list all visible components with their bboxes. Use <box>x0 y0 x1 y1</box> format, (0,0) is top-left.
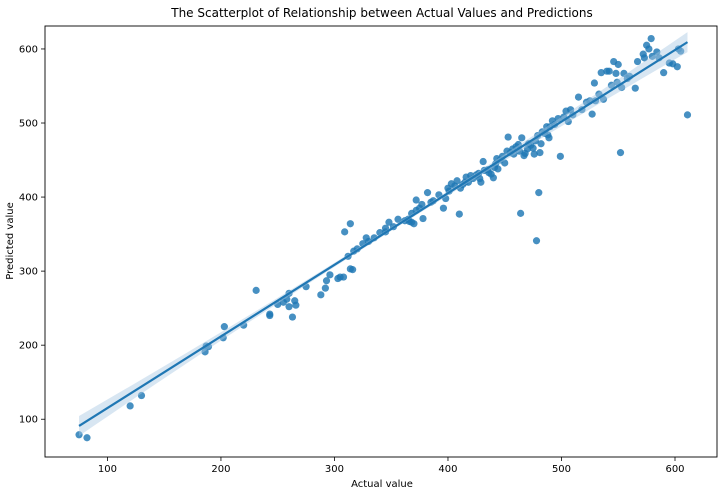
data-point <box>532 237 541 245</box>
data-point <box>620 69 628 77</box>
data-point <box>653 48 661 56</box>
y-axis-title: Predicted value <box>5 202 16 279</box>
data-point <box>535 189 543 197</box>
data-point <box>613 78 621 86</box>
data-point <box>321 284 329 292</box>
plot-area <box>75 32 692 442</box>
data-point <box>536 149 544 157</box>
data-point <box>518 134 526 142</box>
data-point <box>647 34 655 43</box>
data-point <box>412 196 420 204</box>
data-point <box>590 79 599 87</box>
x-tick-label: 200 <box>211 464 230 475</box>
plot-frame <box>44 25 718 458</box>
data-point <box>530 150 538 158</box>
data-point <box>514 140 522 149</box>
data-point <box>349 266 357 274</box>
data-point <box>137 391 146 400</box>
data-point <box>648 52 656 60</box>
y-tick-label: 100 <box>19 415 38 426</box>
data-point <box>410 220 418 228</box>
data-point <box>285 303 293 311</box>
data-point <box>477 178 485 186</box>
data-point <box>83 434 91 442</box>
data-point <box>545 134 553 142</box>
data-point <box>494 165 502 173</box>
data-point <box>660 69 668 77</box>
data-point <box>633 57 642 66</box>
data-point <box>201 348 209 356</box>
data-point <box>537 140 545 148</box>
data-point <box>126 402 134 410</box>
data-point <box>394 215 402 223</box>
data-point <box>574 93 583 101</box>
data-point <box>556 152 564 160</box>
x-axis-title: Actual value <box>351 479 413 490</box>
data-point <box>612 69 620 77</box>
data-point <box>631 84 639 92</box>
chart-title: The Scatterplot of Relationship between … <box>170 6 593 20</box>
data-point <box>385 218 393 226</box>
data-point <box>517 209 525 217</box>
data-point <box>317 291 325 299</box>
y-tick-label: 200 <box>19 341 38 352</box>
y-tick-label: 600 <box>19 44 38 55</box>
x-tick-label: 100 <box>98 464 117 475</box>
data-point <box>677 47 685 55</box>
x-tick-label: 400 <box>438 464 457 475</box>
data-point <box>346 220 354 228</box>
y-tick-label: 400 <box>19 193 38 204</box>
data-point <box>381 224 390 232</box>
data-point <box>588 110 596 118</box>
x-tick-label: 300 <box>325 464 344 475</box>
data-point <box>423 189 432 197</box>
x-axis: 100 200 300 400 500 600 <box>98 457 685 475</box>
data-point <box>529 144 537 152</box>
data-point <box>292 301 300 309</box>
data-point <box>322 277 331 285</box>
data-point <box>339 273 348 281</box>
data-point <box>489 174 497 182</box>
data-point <box>605 67 613 75</box>
x-tick-label: 500 <box>552 464 571 475</box>
data-point <box>616 149 625 157</box>
data-point <box>504 133 512 141</box>
data-point <box>288 313 297 321</box>
data-point <box>554 114 562 123</box>
data-point <box>283 295 291 303</box>
data-point <box>252 286 260 294</box>
data-point <box>640 54 648 62</box>
data-point <box>607 81 616 89</box>
data-point <box>453 177 461 185</box>
y-tick-label: 300 <box>19 267 38 278</box>
data-point <box>597 69 605 77</box>
data-point <box>75 431 83 439</box>
regression-line <box>78 41 689 427</box>
data-point <box>220 323 228 331</box>
data-point <box>419 214 427 223</box>
data-point <box>614 60 622 69</box>
data-point <box>266 310 274 318</box>
y-axis: 100 200 300 400 500 600 <box>19 44 45 426</box>
x-tick-label: 600 <box>665 464 684 475</box>
data-point <box>645 45 653 53</box>
data-point <box>479 157 487 166</box>
data-point <box>683 111 692 119</box>
y-tick-label: 500 <box>19 119 38 130</box>
data-point <box>326 271 334 279</box>
data-point <box>418 200 426 209</box>
data-point <box>501 159 509 167</box>
data-point <box>439 204 448 212</box>
data-point <box>673 63 681 71</box>
data-point <box>455 210 463 218</box>
data-point <box>341 228 349 236</box>
